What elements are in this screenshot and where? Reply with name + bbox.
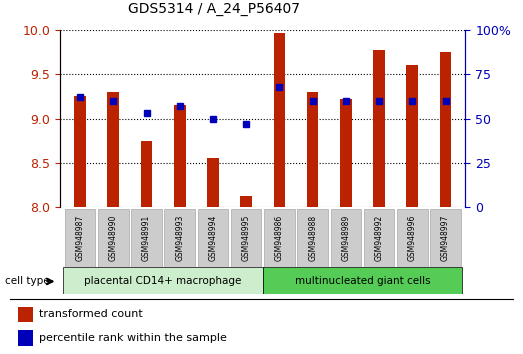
Text: GSM948991: GSM948991 [142,215,151,261]
Bar [440,52,451,207]
Bar [241,196,252,207]
Bar [63,267,263,294]
Bar [331,209,361,267]
Text: percentile rank within the sample: percentile rank within the sample [39,333,227,343]
Bar [406,65,418,207]
Text: GDS5314 / A_24_P56407: GDS5314 / A_24_P56407 [128,2,300,16]
Text: cell type: cell type [5,276,50,286]
Text: GSM948996: GSM948996 [408,215,417,261]
Bar [364,209,394,267]
Bar [18,307,33,322]
Bar [74,97,86,207]
Bar [430,209,461,267]
Text: GSM948986: GSM948986 [275,215,284,261]
Bar [131,209,162,267]
Text: GSM948992: GSM948992 [374,215,383,261]
Bar [307,92,319,207]
Text: GSM948989: GSM948989 [342,215,350,261]
Bar [298,209,328,267]
Bar [65,209,95,267]
Text: multinucleated giant cells: multinucleated giant cells [294,275,430,286]
Bar [174,105,186,207]
Text: GSM948988: GSM948988 [308,215,317,261]
Text: placental CD14+ macrophage: placental CD14+ macrophage [84,275,242,286]
Text: GSM948995: GSM948995 [242,215,251,261]
Bar [373,50,385,207]
Text: GSM948990: GSM948990 [109,215,118,261]
Bar [198,209,228,267]
Bar [207,158,219,207]
Text: transformed count: transformed count [39,309,143,320]
Bar [264,209,294,267]
Bar [98,209,129,267]
Bar [263,267,462,294]
Bar [18,330,33,346]
Bar [340,99,351,207]
Bar [397,209,428,267]
Text: GSM948993: GSM948993 [175,215,184,261]
Bar [108,92,119,207]
Text: GSM948987: GSM948987 [76,215,85,261]
Text: GSM948997: GSM948997 [441,215,450,261]
Bar [164,209,195,267]
Bar [141,141,152,207]
Text: GSM948994: GSM948994 [209,215,218,261]
Bar [231,209,262,267]
Bar [274,33,285,207]
